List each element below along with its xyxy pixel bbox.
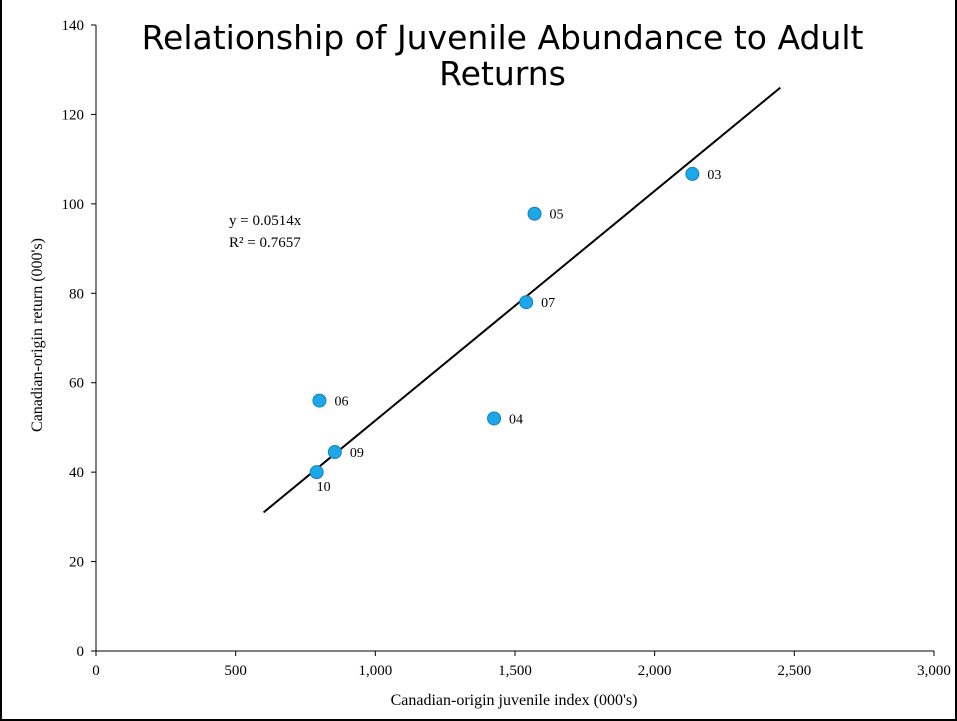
data-points: 03 04 05 06 07 09 10	[309, 166, 721, 495]
data-point	[685, 166, 700, 181]
y-tick-label: 80	[69, 286, 84, 302]
tick-labels: 0 20 40 60 80 100 120 140 0 500 1,000 1,500 2,000 2,5…	[62, 18, 951, 679]
data-point-label: 04	[509, 412, 523, 427]
y-tick-label: 60	[69, 376, 84, 392]
data-point	[487, 411, 502, 426]
data-point	[309, 465, 324, 480]
y-tick-label: 0	[77, 644, 85, 660]
chart-title: Relationship of Juvenile Abundance to Ad…	[141, 18, 864, 93]
x-tick-label: 3,000	[917, 663, 951, 679]
y-tick-label: 120	[62, 107, 85, 123]
axes	[91, 24, 935, 656]
data-point	[327, 445, 342, 460]
y-tick-label: 100	[62, 197, 85, 213]
data-point-label: 05	[550, 208, 564, 223]
x-tick-label: 1,500	[498, 663, 532, 679]
data-point	[519, 295, 534, 310]
trendline-equation: y = 0.0514x	[229, 213, 302, 229]
data-point-label: 06	[334, 395, 348, 410]
data-point-label: 09	[350, 446, 364, 461]
x-tick-label: 0	[92, 663, 100, 679]
x-tick-label: 500	[224, 663, 247, 679]
y-axis-label: Canadian-origin return (000's)	[29, 238, 46, 432]
data-point	[527, 206, 542, 221]
y-tick-label: 20	[69, 555, 84, 571]
x-tick-label: 1,000	[358, 663, 392, 679]
data-point-label: 07	[541, 296, 555, 311]
data-point-label: 03	[707, 168, 721, 183]
x-axis-label: Canadian-origin juvenile index (000's)	[391, 692, 638, 709]
y-tick-label: 140	[62, 18, 85, 34]
data-point	[312, 393, 327, 408]
trendline-r-squared: R² = 0.7657	[229, 235, 301, 251]
x-tick-label: 2,500	[777, 663, 811, 679]
y-tick-label: 40	[69, 465, 84, 481]
data-point-label: 10	[317, 480, 331, 495]
x-tick-label: 2,000	[638, 663, 672, 679]
